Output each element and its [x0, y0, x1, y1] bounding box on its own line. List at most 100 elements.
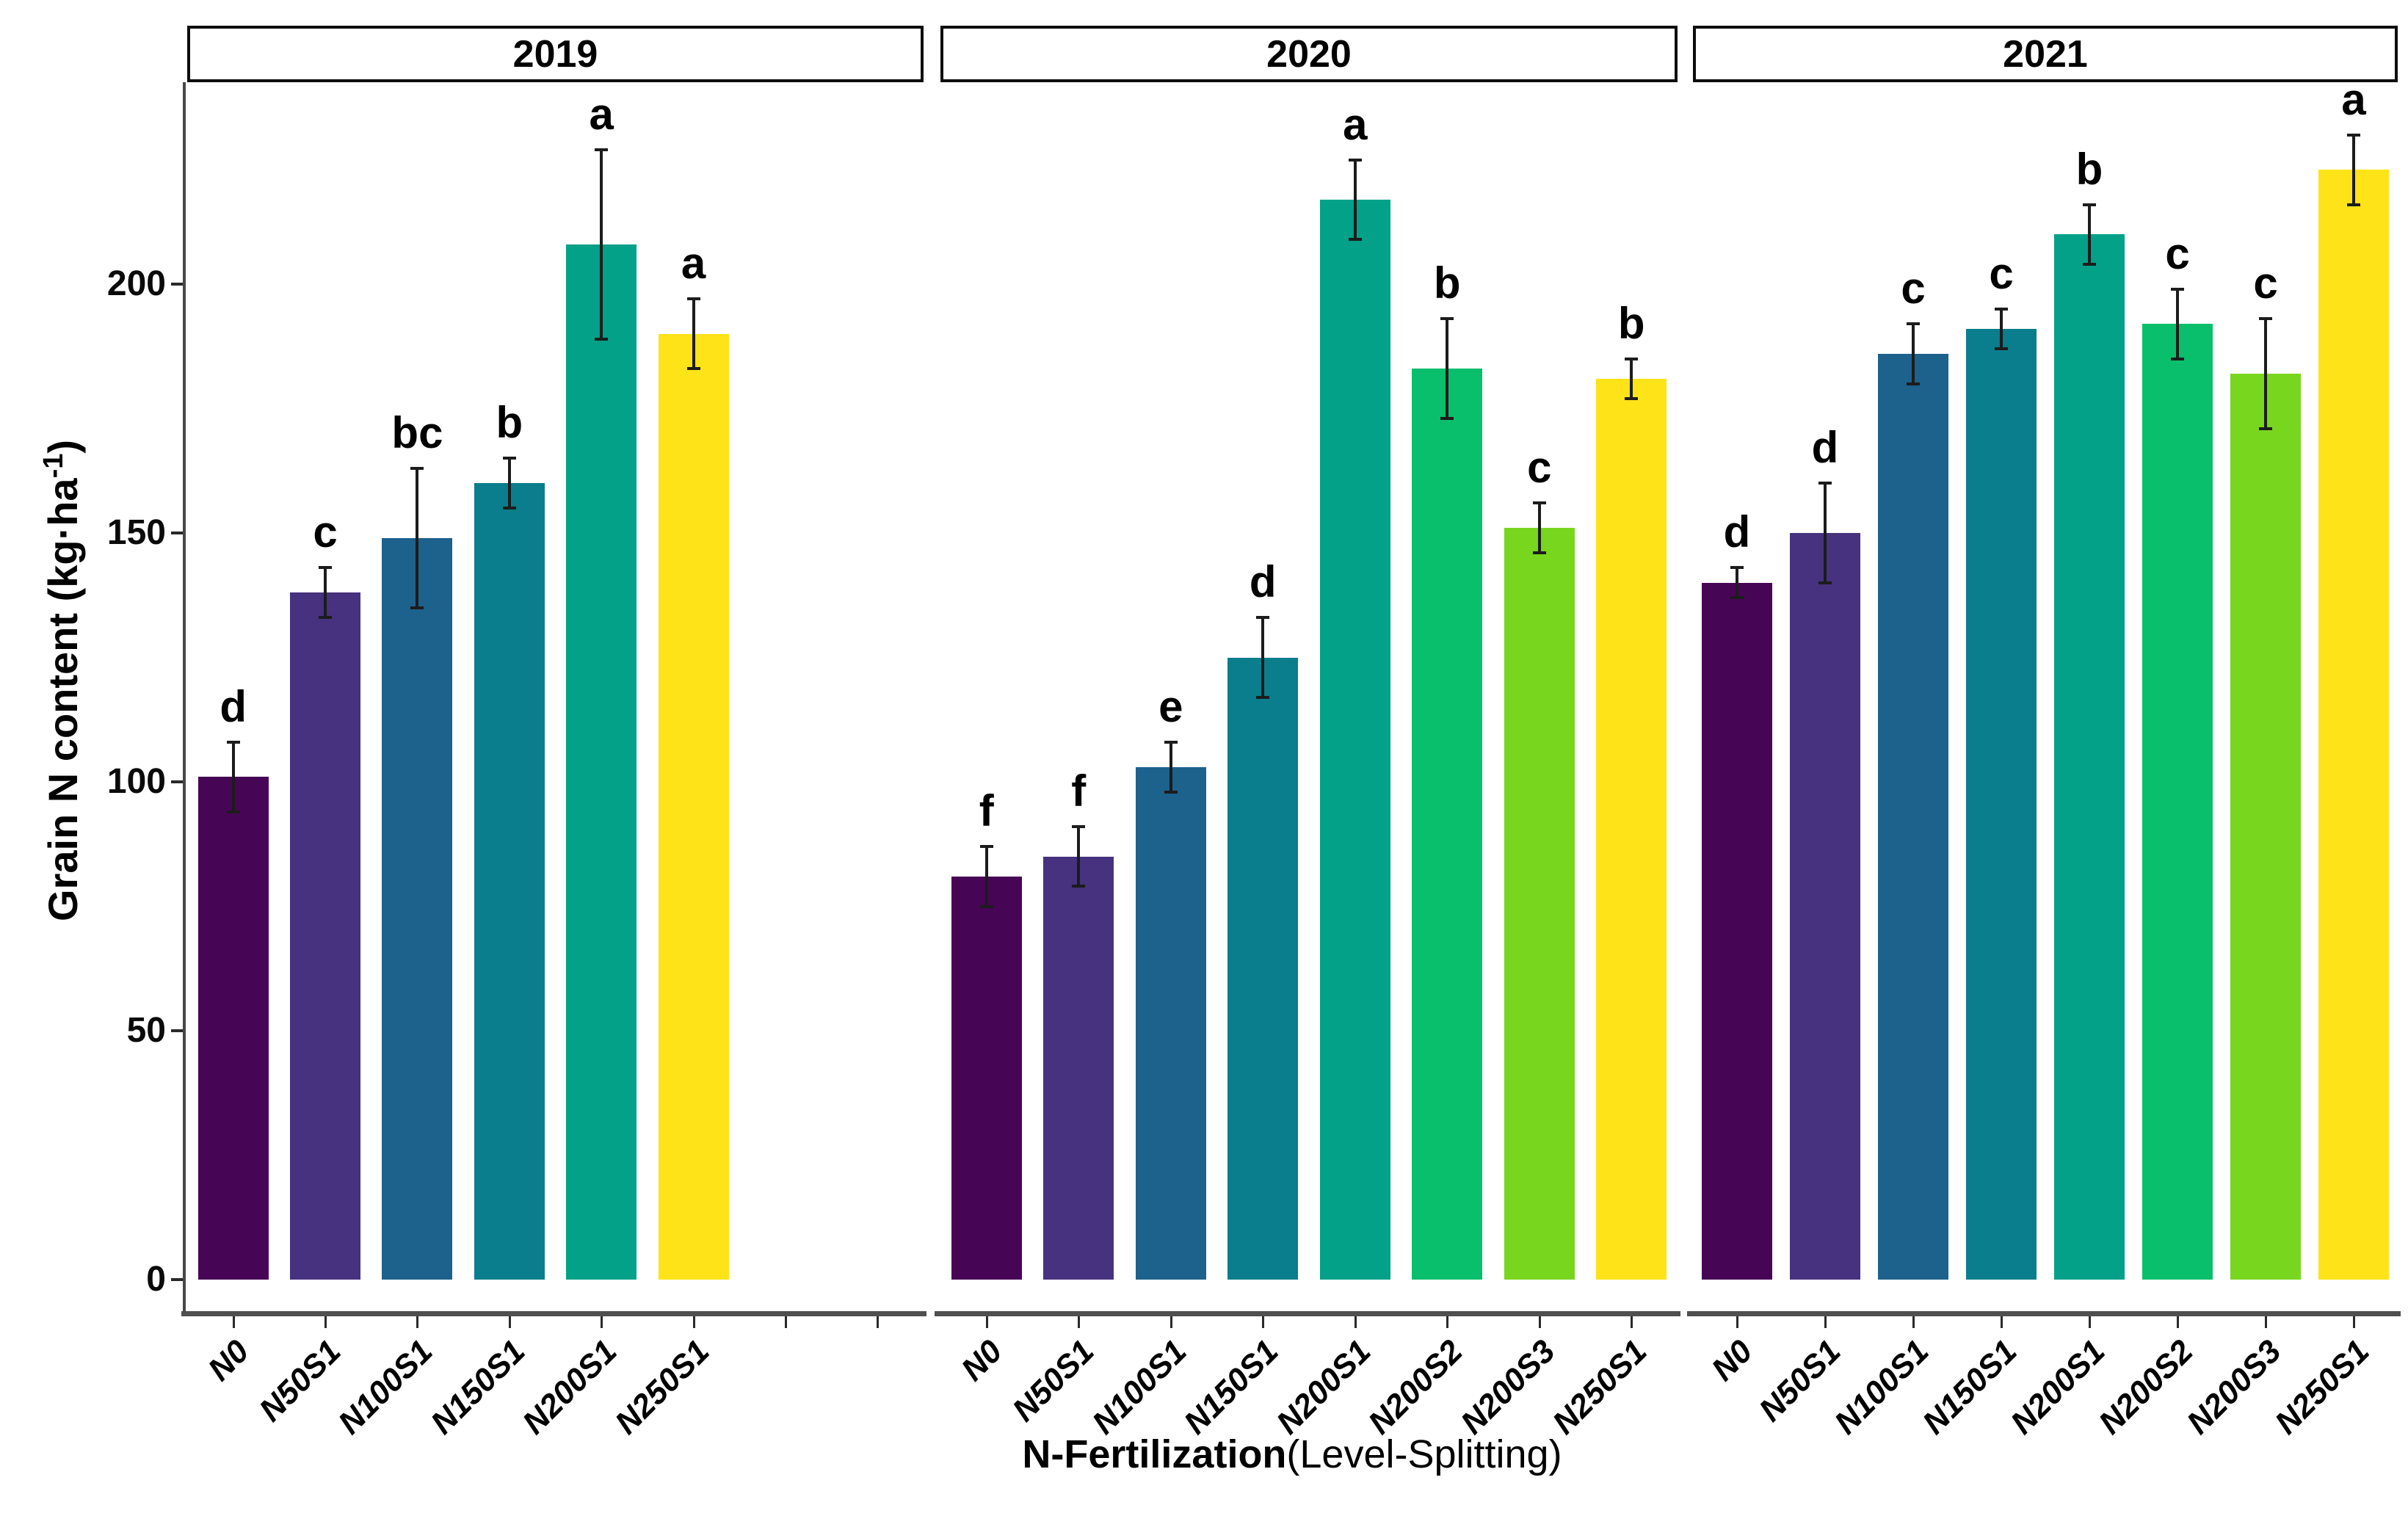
error-bar-cap-bottom [1256, 695, 1270, 699]
sig-letter-2019-N100S1: bc [391, 407, 443, 457]
error-bar-cap-top [1072, 825, 1086, 829]
error-bar-cap-top [1907, 322, 1920, 326]
sig-letter-2021-N50S1: d [1811, 423, 1839, 473]
error-bar-cap-top [595, 148, 609, 151]
y-tick-label-50: 50 [126, 1011, 166, 1050]
x-tick-mark [416, 1316, 419, 1328]
x-tick-mark [1169, 1316, 1172, 1328]
bar-2020-N250S1 [1596, 378, 1667, 1280]
facet-year-label: 2021 [2003, 32, 2088, 76]
x-tick-label-text: N100S1 [1827, 1333, 1936, 1442]
facet-strip-2019: 2019 [187, 26, 924, 82]
error-bar-cap-bottom [502, 507, 516, 510]
bar-2019-N100S1 [382, 537, 453, 1280]
x-tick-label-text: N200S2 [2092, 1333, 2200, 1442]
x-tick-label-text: N150S1 [1915, 1333, 2024, 1442]
x-tick-label-text: N200S3 [2180, 1333, 2288, 1442]
error-bar-2019-N50S1 [324, 567, 327, 618]
x-tick-mark [784, 1316, 787, 1328]
x-tick-label-text: N100S1 [331, 1333, 440, 1442]
x-tick-mark [2265, 1316, 2267, 1328]
sig-letter-2021-N250S1: a [2341, 74, 2366, 124]
error-bar-cap-bottom [979, 904, 993, 908]
error-bar-2019-N0 [231, 741, 235, 812]
error-bar-cap-top [1730, 566, 1744, 570]
error-bar-cap-bottom [1818, 581, 1832, 584]
bar-2020-N0 [951, 876, 1022, 1280]
error-bar-cap-top [410, 466, 424, 470]
x-axis-title-paren: (Level-Splitting) [1286, 1432, 1562, 1476]
error-bar-cap-top [1256, 616, 1270, 620]
error-bar-cap-top [1995, 307, 2008, 311]
error-bar-cap-bottom [2259, 427, 2272, 430]
sig-letter-2019-N200S1: a [589, 89, 614, 139]
error-bar-2020-N200S2 [1446, 319, 1449, 419]
x-tick-mark [1912, 1316, 1915, 1328]
error-bar-cap-top [2347, 133, 2360, 137]
bar-2019-N250S1 [658, 333, 729, 1280]
error-bar-2020-N50S1 [1077, 827, 1081, 887]
x-tick-label-text: N0 [954, 1333, 1009, 1388]
x-tick-mark [877, 1316, 880, 1328]
bar-2021-N250S1 [2318, 170, 2389, 1280]
x-tick-label-text: N250S1 [608, 1333, 717, 1442]
x-tick-mark [1446, 1316, 1449, 1328]
panel-2021: d d c c b c c a [1693, 77, 2398, 1280]
x-tick-mark [1736, 1316, 1738, 1328]
error-bar-cap-bottom [2083, 262, 2096, 266]
error-bar-cap-top [2259, 317, 2272, 321]
sig-letter-2021-N100S1: c [1901, 264, 1926, 313]
bar-2021-N0 [1702, 582, 1772, 1280]
sig-letter-2021-N200S2: c [2165, 228, 2190, 278]
x-tick-mark [1078, 1316, 1081, 1328]
error-bar-cap-top [1625, 357, 1639, 360]
error-bar-2020-N0 [984, 846, 988, 907]
bar-2021-N200S2 [2142, 324, 2213, 1280]
panel-2019: d c bc b a a [187, 82, 924, 1280]
sig-letter-2019-N150S1: b [496, 398, 523, 448]
error-bar-2021-N200S2 [2176, 289, 2179, 359]
error-bar-2021-N250S1 [2352, 134, 2355, 205]
error-bar-cap-bottom [595, 337, 609, 341]
x-tick-mark [692, 1316, 695, 1328]
x-axis-title-main: N-Fertilization [1022, 1432, 1287, 1476]
bar-2020-N200S1 [1319, 199, 1390, 1280]
y-tick-label-0: 0 [146, 1260, 166, 1299]
x-tick-label-text: N150S1 [1177, 1333, 1285, 1442]
error-bar-cap-bottom [226, 810, 240, 813]
sig-letter-2020-N200S1: a [1343, 99, 1368, 149]
x-tick-label-text: N200S3 [1454, 1333, 1562, 1442]
sig-letter-2021-N0: d [1723, 507, 1751, 557]
sig-letter-2021-N150S1: c [1989, 248, 2014, 298]
facet-year-label: 2019 [512, 32, 598, 76]
x-tick-label-text: N0 [200, 1333, 256, 1388]
error-bar-cap-top [1440, 317, 1454, 321]
error-bar-cap-bottom [1440, 417, 1454, 421]
error-bar-cap-bottom [1072, 885, 1086, 888]
sig-letter-2020-N150S1: d [1249, 557, 1277, 607]
bar-2020-N200S2 [1412, 369, 1483, 1280]
error-bar-cap-bottom [1730, 596, 1744, 600]
error-bar-cap-bottom [319, 616, 333, 620]
error-bar-cap-bottom [2171, 357, 2184, 360]
x-tick-label-text: N150S1 [424, 1333, 532, 1442]
sig-letter-2021-N200S3: c [2253, 258, 2278, 308]
y-tick-label-100: 100 [106, 762, 166, 801]
bar-2019-N150S1 [474, 483, 545, 1280]
error-bar-cap-bottom [410, 606, 424, 609]
y-tick-mark [171, 1029, 183, 1032]
facet-strip-2020: 2020 [940, 26, 1678, 82]
sig-letter-2020-N200S3: c [1527, 443, 1552, 493]
sig-letter-2020-N0: f [979, 786, 994, 836]
y-axis-title: Grain N content (kg·ha-1) [38, 440, 87, 921]
error-bar-cap-top [686, 297, 700, 301]
x-tick-label-text: N100S1 [1085, 1333, 1194, 1442]
x-tick-label-text: N250S1 [1545, 1333, 1654, 1442]
x-axis-line-2020 [935, 1311, 1680, 1316]
y-axis-title-superscript: -1 [38, 453, 70, 479]
x-tick-mark [985, 1316, 988, 1328]
facet-strip-2021: 2021 [1693, 26, 2398, 82]
error-bar-2019-N250S1 [692, 299, 695, 369]
sig-letter-2020-N50S1: f [1071, 766, 1087, 816]
